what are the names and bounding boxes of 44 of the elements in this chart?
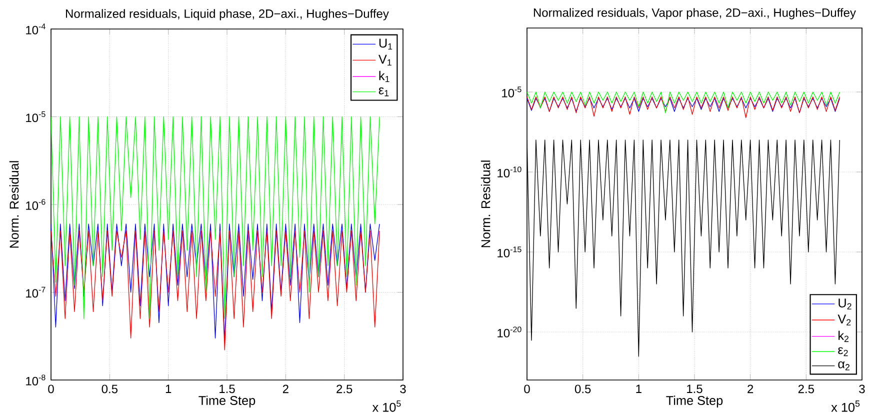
y-tick-label: 10$^{-10}$ — [498, 166, 522, 178]
x-tick-label: 2 — [748, 384, 754, 394]
chart-title: Normalized residuals, Liquid phase, 2D−axi., Hughes−Duffey — [66, 9, 389, 20]
x-tick-label: 1 — [636, 384, 642, 393]
y-tick-label: 10$^{-8}$ — [26, 374, 46, 386]
line-series — [527, 96, 840, 118]
legend-label: ε$_{1}$ — [378, 87, 389, 96]
y-tick-label: 10$^{-15}$ — [498, 246, 522, 258]
legend-label: V$_{2}$ — [838, 314, 851, 326]
legend-label: U$_{1}$ — [379, 38, 392, 50]
y-tick-label: 10$^{-20}$ — [498, 326, 522, 338]
x-tick-label: 1 — [166, 384, 172, 393]
legend-label: α$_{2}$ — [838, 361, 850, 370]
x-tick-label: 3 — [400, 384, 406, 394]
x-tick-label: 0.5 — [102, 384, 118, 394]
y-tick-label: 10$^{-7}$ — [26, 286, 46, 298]
line-series — [51, 116, 380, 319]
chart-title: Normalized residuals, Vapor phase, 2D−axi., Hughes−Duffey — [534, 8, 856, 20]
y-axis-title: Norm. Residual — [9, 161, 19, 248]
y-tick-label: 10$^{-6}$ — [26, 199, 46, 210]
x-tick-label: 0 — [524, 384, 530, 394]
legend-label: ε$_{2}$ — [838, 347, 848, 356]
y-tick-label: 10$^{-4}$ — [26, 24, 46, 34]
x-tick-label: 0.5 — [574, 384, 591, 394]
x-tick-label: 0 — [48, 384, 54, 394]
legend-label: k$_{1}$ — [379, 70, 390, 82]
y-tick-label: 10$^{-5}$ — [502, 86, 522, 98]
x-axis-title: Time Step — [666, 396, 723, 408]
legend-label: U$_{2}$ — [838, 298, 852, 310]
line-series — [527, 98, 840, 114]
text: x 10$^{5}$ — [372, 400, 401, 412]
x-tick-label: 1.5 — [687, 384, 702, 394]
legend-label: V$_{1}$ — [378, 54, 392, 66]
x-axis-title: Time Step — [198, 396, 256, 408]
legend-label: k$_{2}$ — [838, 330, 848, 342]
line-series — [527, 92, 840, 114]
x-tick-label: 2.5 — [336, 384, 352, 394]
x-tick-label: 2 — [282, 384, 288, 394]
x-tick-label: 2.5 — [798, 384, 814, 394]
y-axis-title: Norm. Residual — [480, 160, 490, 248]
x-tick-label: 3 — [859, 384, 865, 394]
y-tick-label: 10$^{-5}$ — [26, 111, 46, 122]
x-tick-label: 1.5 — [220, 384, 235, 394]
text: x 10$^{5}$ — [831, 400, 860, 412]
